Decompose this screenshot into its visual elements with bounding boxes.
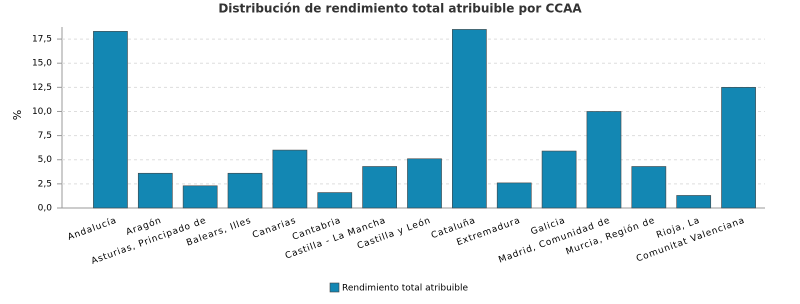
y-tick-label: 12,5 bbox=[32, 83, 52, 93]
x-tick-label: Andalucía bbox=[67, 216, 119, 243]
bar bbox=[586, 111, 622, 209]
bar bbox=[272, 149, 308, 209]
legend-label: Rendimiento total atribuible bbox=[342, 284, 469, 294]
y-tick-label: 15,0 bbox=[32, 59, 52, 69]
bar bbox=[676, 195, 712, 209]
bar bbox=[93, 31, 128, 209]
bar bbox=[541, 150, 577, 209]
y-tick-label: 2,5 bbox=[38, 179, 52, 189]
bar bbox=[182, 185, 218, 209]
legend-swatch bbox=[329, 282, 340, 293]
bar bbox=[631, 166, 667, 209]
y-tick-label: 7,5 bbox=[38, 131, 52, 141]
y-tick-label: 10,0 bbox=[32, 107, 52, 117]
chart-title: Distribución de rendimiento total atribu… bbox=[218, 2, 582, 16]
y-tick-label: 5,0 bbox=[38, 155, 53, 165]
x-tick-label: Castilla y León bbox=[356, 215, 433, 252]
bar bbox=[362, 166, 397, 209]
bar bbox=[452, 29, 487, 209]
bar bbox=[407, 158, 442, 209]
bar bbox=[137, 172, 173, 209]
y-tick-label: 0,0 bbox=[38, 204, 53, 214]
y-tick-label: 17,5 bbox=[32, 35, 52, 45]
bar bbox=[496, 182, 532, 209]
bar bbox=[317, 192, 353, 209]
x-tick-label: Canarias bbox=[251, 216, 297, 241]
bar bbox=[721, 87, 756, 209]
y-axis-label: % bbox=[11, 110, 24, 120]
bar bbox=[227, 172, 263, 209]
